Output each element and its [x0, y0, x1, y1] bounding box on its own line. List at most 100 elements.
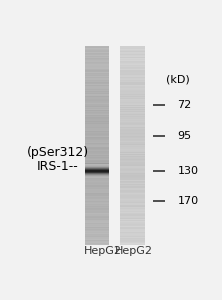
Bar	[85, 161, 109, 163]
Bar	[85, 242, 109, 243]
Bar	[85, 67, 109, 68]
Bar	[120, 63, 145, 64]
Bar	[120, 108, 145, 109]
Bar	[120, 149, 145, 151]
Bar	[85, 175, 109, 176]
Bar	[85, 151, 109, 152]
Bar	[85, 109, 109, 110]
Bar	[120, 102, 145, 103]
Bar	[120, 196, 145, 197]
Bar	[120, 229, 145, 230]
Bar	[120, 101, 145, 102]
Bar	[120, 47, 145, 48]
Bar	[120, 176, 145, 178]
Bar	[85, 158, 109, 159]
Bar	[120, 46, 145, 47]
Bar	[85, 104, 109, 105]
Bar	[85, 153, 109, 155]
Bar	[85, 177, 109, 178]
Text: (pSer312): (pSer312)	[27, 146, 89, 159]
Bar	[120, 242, 145, 243]
Bar	[120, 68, 145, 69]
Bar	[120, 160, 145, 162]
Bar	[120, 116, 145, 117]
Bar	[85, 194, 109, 195]
Bar	[85, 98, 109, 99]
Bar	[120, 241, 145, 242]
Bar	[120, 130, 145, 132]
Bar	[85, 71, 109, 72]
Bar	[85, 195, 109, 196]
Bar	[120, 205, 145, 206]
Bar	[85, 53, 109, 54]
Bar	[120, 93, 145, 94]
Bar	[120, 222, 145, 223]
Bar	[85, 165, 109, 166]
Bar	[120, 69, 145, 70]
Bar	[85, 215, 109, 216]
Bar	[120, 181, 145, 182]
Bar	[85, 97, 109, 98]
Bar	[120, 156, 145, 158]
Bar	[120, 232, 145, 233]
Bar	[120, 197, 145, 198]
Bar	[120, 58, 145, 59]
Bar	[85, 59, 109, 60]
Bar	[85, 240, 109, 241]
Bar	[120, 120, 145, 121]
Bar	[120, 109, 145, 110]
Bar	[85, 60, 109, 61]
Bar	[120, 140, 145, 142]
Bar	[120, 152, 145, 154]
Bar	[120, 223, 145, 224]
Bar	[85, 169, 109, 170]
Bar	[120, 244, 145, 245]
Bar	[120, 216, 145, 217]
Bar	[85, 171, 109, 172]
Bar	[120, 91, 145, 92]
Bar	[120, 49, 145, 50]
Bar	[120, 92, 145, 93]
Bar	[85, 197, 109, 198]
Bar	[120, 136, 145, 138]
Bar	[120, 204, 145, 205]
Bar	[120, 133, 145, 134]
Bar	[120, 178, 145, 179]
Bar	[85, 74, 109, 75]
Bar	[120, 71, 145, 72]
Bar	[85, 221, 109, 222]
Bar	[120, 152, 145, 153]
Bar	[85, 205, 109, 206]
Bar	[120, 186, 145, 188]
Bar	[120, 90, 145, 91]
Bar	[120, 126, 145, 127]
Bar	[85, 106, 109, 107]
Bar	[85, 206, 109, 207]
Bar	[120, 140, 145, 141]
Bar	[120, 72, 145, 73]
Bar	[85, 200, 109, 201]
Bar	[85, 142, 109, 144]
Bar	[85, 173, 109, 174]
Bar	[120, 187, 145, 188]
Bar	[85, 168, 109, 169]
Bar	[120, 230, 145, 231]
Bar	[85, 244, 109, 245]
Bar	[85, 90, 109, 91]
Bar	[120, 158, 145, 159]
Bar	[85, 85, 109, 86]
Bar	[120, 193, 145, 194]
Bar	[85, 64, 109, 65]
Bar	[85, 140, 109, 141]
Bar	[85, 169, 109, 170]
Bar	[85, 135, 109, 136]
Bar	[85, 114, 109, 115]
Bar	[85, 225, 109, 226]
Bar	[85, 72, 109, 73]
Bar	[120, 51, 145, 52]
Text: IRS-1--: IRS-1--	[37, 160, 79, 173]
Bar	[120, 214, 145, 215]
Bar	[85, 233, 109, 234]
Bar	[85, 78, 109, 79]
Bar	[85, 169, 109, 170]
